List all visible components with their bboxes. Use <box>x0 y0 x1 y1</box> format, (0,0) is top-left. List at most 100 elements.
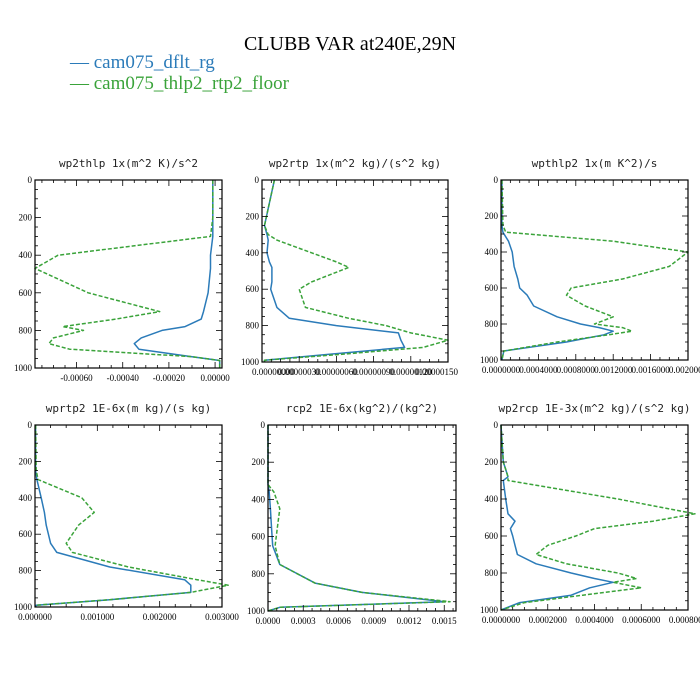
y-tick-label: 0 <box>494 420 499 430</box>
x-tick-label: -0.00060 <box>60 373 93 383</box>
plot-frame <box>261 179 449 363</box>
legend-dash-icon: — <box>69 73 94 94</box>
x-tick-label: 0.0009 <box>361 616 386 626</box>
series-line-thlp2-rtp2-floor <box>501 179 689 361</box>
y-tick-label: 800 <box>19 566 33 576</box>
x-tick-label: 0.003000 <box>205 612 239 622</box>
y-tick-label: 1000 <box>14 363 33 373</box>
plot-frame <box>34 424 223 608</box>
y-tick-label: 0 <box>28 420 33 430</box>
x-tick-label: 0.0006 <box>326 616 351 626</box>
series-line-thlp2-rtp2-floor <box>34 180 221 368</box>
y-tick-label: 400 <box>19 250 33 260</box>
plot-frame <box>34 179 223 369</box>
y-tick-label: 800 <box>252 569 266 579</box>
x-tick-label: 0.00000150 <box>415 367 458 377</box>
x-tick-label: 0.0003 <box>291 616 316 626</box>
panel-5: rcp2 1E-6x(kg^2)/(kg^2) 0 200 400 600 800 1000… <box>247 402 457 626</box>
legend-item-cam075-thlp2-rtp2-floor: — cam075_thlp2_rtp2_floor <box>69 73 290 94</box>
series-line-thlp2-rtp2-floor <box>267 425 451 612</box>
y-tick-label: 800 <box>485 319 499 329</box>
x-tick-label: 0.0004000 <box>519 365 558 375</box>
legend-item-cam075-dflt-rg: — cam075_dflt_rg <box>69 52 215 73</box>
y-tick-label: 0 <box>261 420 266 430</box>
y-tick-label: 400 <box>252 494 266 504</box>
x-tick-label: 0.0012 <box>397 616 422 626</box>
x-tick-label: 0.001000 <box>80 612 114 622</box>
y-tick-label: 1000 <box>241 357 260 367</box>
x-tick-label: 0.0002000 <box>529 615 568 625</box>
x-tick-label: -0.00020 <box>153 373 186 383</box>
series-line-thlp2-rtp2-floor <box>263 179 449 362</box>
y-tick-label: 200 <box>246 211 260 221</box>
x-tick-label: 0.0012000 <box>594 365 633 375</box>
panel-title: rcp2 1E-6x(kg^2)/(kg^2) <box>286 402 438 415</box>
x-tick-label: 0.0008000 <box>669 615 700 625</box>
panel-4: wprtp2 1E-6x(m kg)/(s kg) 0 200 400 600 800 10… <box>14 402 239 622</box>
panel-3: wpthlp2 1x(m K^2)/s020040060080010000.00… <box>480 157 700 375</box>
panel-6: wp2rcp 1E-3x(m^2 kg)/(s^2 kg) 0 200 400 600 8… <box>480 402 700 625</box>
x-tick-label: 0.00000000 <box>252 367 295 377</box>
y-tick-label: 600 <box>19 288 33 298</box>
panel-1: wp2thlp 1x(m^2 K)/s^2 0 200 400 600 800 1000 -0… <box>14 157 230 383</box>
plot-frame <box>500 179 689 361</box>
y-tick-label: 600 <box>19 529 33 539</box>
series-line-dflt-rg <box>263 179 406 362</box>
x-tick-label: 0.00000120 <box>389 367 432 377</box>
y-tick-label: 600 <box>485 283 499 293</box>
y-tick-label: 200 <box>485 457 499 467</box>
panel-title: wp2thlp 1x(m^2 K)/s^2 <box>59 157 198 170</box>
y-tick-label: 0 <box>494 175 499 185</box>
x-tick-label: 0.0000000 <box>482 615 521 625</box>
y-tick-label: 400 <box>19 493 33 503</box>
y-tick-label: 800 <box>19 325 33 335</box>
y-tick-label: 1000 <box>14 602 33 612</box>
x-tick-label: 0.00000090 <box>352 367 395 377</box>
x-tick-label: 0.0015 <box>432 616 457 626</box>
panel-2: wp2rtp 1x(m^2 kg)/(s^2 kg) 0 200 400 600 800 1… <box>241 157 459 377</box>
series-line-dflt-rg <box>500 424 614 611</box>
x-tick-label: 0.0000000 <box>482 365 521 375</box>
y-tick-label: 1000 <box>247 606 266 616</box>
panel-title: wp2rtp 1x(m^2 kg)/(s^2 kg) <box>269 157 441 170</box>
x-tick-label: 0.000000 <box>18 612 52 622</box>
y-tick-label: 1000 <box>480 355 499 365</box>
x-tick-label: 0.0004000 <box>575 615 614 625</box>
x-tick-label: 0.00000 <box>200 373 230 383</box>
series-line-thlp2-rtp2-floor <box>34 424 229 608</box>
figure-title: CLUBB VAR at240E,29N <box>244 33 456 55</box>
y-tick-label: 1000 <box>480 605 499 615</box>
y-tick-label: 200 <box>19 213 33 223</box>
y-tick-label: 0 <box>28 175 33 185</box>
legend: — cam075_dflt_rg — cam075_thlp2_rtp2_flo… <box>69 52 290 94</box>
y-tick-label: 0 <box>255 175 260 185</box>
x-tick-label: 0.0006000 <box>622 615 661 625</box>
y-tick-label: 600 <box>252 532 266 542</box>
legend-dash-icon: — <box>69 52 94 73</box>
x-tick-label: -0.00040 <box>107 373 140 383</box>
y-tick-label: 200 <box>485 211 499 221</box>
x-tick-label: 0.0000 <box>256 616 281 626</box>
series-line-dflt-rg <box>267 425 446 612</box>
x-tick-label: 0.0016000 <box>631 365 670 375</box>
x-tick-label: 0.0008000 <box>557 365 596 375</box>
series-line-dflt-rg <box>133 180 221 368</box>
panel-title: wpthlp2 1x(m K^2)/s <box>532 157 658 170</box>
panel-title: wp2rcp 1E-3x(m^2 kg)/(s^2 kg) <box>498 402 690 415</box>
y-tick-label: 800 <box>246 321 260 331</box>
y-tick-label: 200 <box>19 456 33 466</box>
panels: wp2thlp 1x(m^2 K)/s^2 0 200 400 600 800 1000 -0… <box>14 157 700 626</box>
series-line-dflt-rg <box>501 180 614 361</box>
y-tick-label: 400 <box>485 247 499 257</box>
series-line-dflt-rg <box>34 425 192 608</box>
plot-frame <box>500 424 689 611</box>
y-tick-label: 200 <box>252 457 266 467</box>
x-tick-label: 0.00000060 <box>315 367 358 377</box>
y-tick-label: 800 <box>485 568 499 578</box>
y-tick-label: 400 <box>485 494 499 504</box>
series-line-thlp2-rtp2-floor <box>500 424 696 611</box>
panel-title: wprtp2 1E-6x(m kg)/(s kg) <box>46 402 212 415</box>
legend-label: cam075_dflt_rg <box>94 52 216 73</box>
